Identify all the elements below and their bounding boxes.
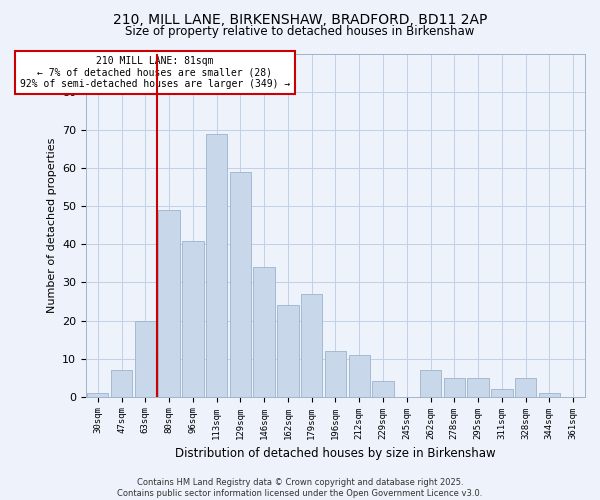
- Bar: [539, 393, 560, 396]
- Bar: [253, 267, 275, 396]
- Bar: [420, 370, 441, 396]
- Bar: [515, 378, 536, 396]
- Bar: [111, 370, 132, 396]
- Bar: [325, 351, 346, 397]
- Bar: [182, 240, 203, 396]
- Y-axis label: Number of detached properties: Number of detached properties: [47, 138, 56, 313]
- X-axis label: Distribution of detached houses by size in Birkenshaw: Distribution of detached houses by size …: [175, 447, 496, 460]
- Bar: [467, 378, 489, 396]
- Bar: [301, 294, 322, 396]
- Bar: [158, 210, 180, 396]
- Bar: [277, 306, 299, 396]
- Bar: [134, 320, 156, 396]
- Bar: [491, 389, 512, 396]
- Text: Size of property relative to detached houses in Birkenshaw: Size of property relative to detached ho…: [125, 25, 475, 38]
- Bar: [230, 172, 251, 396]
- Text: Contains HM Land Registry data © Crown copyright and database right 2025.
Contai: Contains HM Land Registry data © Crown c…: [118, 478, 482, 498]
- Bar: [87, 393, 109, 396]
- Bar: [443, 378, 465, 396]
- Text: 210 MILL LANE: 81sqm
← 7% of detached houses are smaller (28)
92% of semi-detach: 210 MILL LANE: 81sqm ← 7% of detached ho…: [20, 56, 290, 89]
- Bar: [206, 134, 227, 396]
- Text: 210, MILL LANE, BIRKENSHAW, BRADFORD, BD11 2AP: 210, MILL LANE, BIRKENSHAW, BRADFORD, BD…: [113, 12, 487, 26]
- Bar: [349, 355, 370, 397]
- Bar: [372, 382, 394, 396]
